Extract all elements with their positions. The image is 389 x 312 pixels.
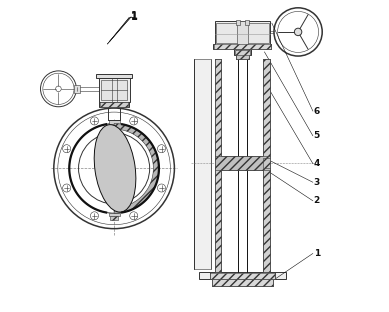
Bar [263, 59, 270, 272]
Bar [109, 120, 120, 124]
Bar [236, 49, 249, 59]
Bar [109, 212, 120, 216]
Bar [235, 50, 250, 55]
Bar [99, 102, 129, 106]
Bar [212, 279, 273, 286]
Bar [213, 44, 272, 49]
Bar [215, 156, 270, 170]
Bar [245, 20, 249, 25]
Bar [214, 44, 271, 49]
Text: 3: 3 [314, 178, 320, 187]
Bar [275, 272, 286, 279]
Bar [215, 59, 221, 272]
Bar [209, 272, 276, 279]
Bar [234, 49, 251, 55]
Bar [110, 216, 118, 220]
Text: 1: 1 [314, 249, 320, 258]
Bar [263, 158, 270, 168]
Bar [96, 74, 132, 78]
Bar [198, 272, 210, 279]
Bar [99, 78, 130, 102]
Bar [215, 22, 270, 45]
Bar [236, 20, 240, 25]
Bar [237, 22, 248, 45]
Text: 2: 2 [314, 196, 320, 205]
Polygon shape [114, 124, 159, 213]
Circle shape [294, 28, 302, 36]
Bar [263, 158, 270, 168]
Bar [210, 273, 275, 279]
Bar [212, 279, 273, 286]
Bar [216, 23, 269, 43]
Text: 5: 5 [314, 131, 320, 140]
Bar [236, 49, 249, 59]
Bar [194, 59, 210, 269]
Ellipse shape [94, 124, 136, 212]
Bar [263, 59, 270, 272]
Bar [215, 156, 270, 170]
Bar [101, 80, 128, 100]
Text: 1: 1 [131, 12, 138, 22]
Bar [215, 59, 221, 272]
Bar [100, 102, 128, 106]
Text: 4: 4 [314, 159, 320, 168]
Text: 6: 6 [314, 107, 320, 116]
Bar [74, 85, 80, 93]
Text: 1: 1 [131, 11, 138, 21]
